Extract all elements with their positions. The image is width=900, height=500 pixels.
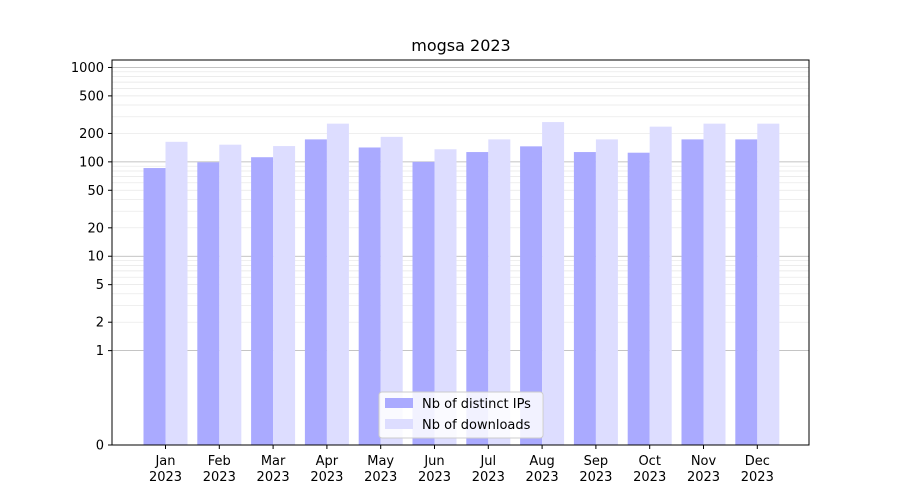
x-tick-label-month: May xyxy=(367,454,394,469)
bar-distinct-ips-aug xyxy=(520,146,543,445)
x-tick-label-year: 2023 xyxy=(579,470,612,485)
y-tick-label: 10 xyxy=(87,250,104,265)
x-tick-label-year: 2023 xyxy=(310,470,343,485)
x-tick-label-year: 2023 xyxy=(257,470,290,485)
x-tick-label-year: 2023 xyxy=(418,470,451,485)
x-tick-label-month: Jan xyxy=(154,454,175,469)
bar-distinct-ips-dec xyxy=(735,139,758,445)
bar-downloads-may xyxy=(380,136,403,445)
bar-distinct-ips-nov xyxy=(681,139,704,445)
y-tick-label: 500 xyxy=(79,89,104,104)
x-tick-label-month: Feb xyxy=(208,454,231,469)
x-tick-label-month: Jul xyxy=(479,454,496,469)
x-tick-label-year: 2023 xyxy=(472,470,505,485)
x-tick-label-year: 2023 xyxy=(741,470,774,485)
legend-label: Nb of downloads xyxy=(422,418,531,433)
x-tick-label-month: Dec xyxy=(745,454,770,469)
y-tick-label: 50 xyxy=(87,184,104,199)
bar-downloads-jun xyxy=(434,149,457,445)
legend-box xyxy=(378,391,544,439)
y-tick-label: 1 xyxy=(96,344,104,359)
bar-downloads-oct xyxy=(649,126,672,446)
bar-downloads-feb xyxy=(219,144,242,445)
bar-distinct-ips-oct xyxy=(627,152,650,445)
bar-downloads-mar xyxy=(273,146,296,446)
x-tick-label-month: Apr xyxy=(316,454,339,469)
legend: Nb of distinct IPs Nb of downloads xyxy=(378,391,544,439)
y-tick-label: 2 xyxy=(96,316,104,331)
plot-frame xyxy=(111,59,810,446)
y-tick-label: 5 xyxy=(96,278,104,293)
legend-swatch xyxy=(385,419,413,429)
bar-distinct-ips-apr xyxy=(304,139,327,445)
y-tick-label: 1000 xyxy=(71,61,104,76)
x-tick-label-month: Jun xyxy=(423,454,444,469)
x-tick-label-year: 2023 xyxy=(633,470,666,485)
x-tick-label-year: 2023 xyxy=(203,470,236,485)
y-tick-label: 0 xyxy=(96,439,104,454)
bar-distinct-ips-jan xyxy=(143,168,166,445)
y-tick-label: 200 xyxy=(79,127,104,142)
bar-distinct-ips-mar xyxy=(251,157,274,446)
bar-downloads-dec xyxy=(757,123,780,445)
bar-distinct-ips-sep xyxy=(573,152,596,445)
legend-swatch xyxy=(385,398,413,408)
bar-downloads-sep xyxy=(595,139,618,445)
x-tick-label-month: Nov xyxy=(691,454,717,469)
x-tick-label-month: Oct xyxy=(638,454,660,469)
bar-downloads-jan xyxy=(165,141,188,446)
x-axis: Jan2023Feb2023Mar2023Apr2023May2023Jun20… xyxy=(149,445,774,485)
bar-downloads-apr xyxy=(326,123,349,445)
bar-distinct-ips-may xyxy=(358,147,381,445)
bar-downloads-jul xyxy=(488,139,511,445)
y-tick-label: 100 xyxy=(79,155,104,170)
legend-label: Nb of distinct IPs xyxy=(422,397,531,412)
bar-distinct-ips-jul xyxy=(466,152,489,445)
y-tick-label: 20 xyxy=(87,221,104,236)
bar-downloads-aug xyxy=(542,122,565,445)
x-tick-label-month: Mar xyxy=(261,454,286,469)
x-tick-label-month: Sep xyxy=(584,454,609,469)
chart-title: mogsa 2023 xyxy=(411,36,510,55)
x-tick-label-month: Aug xyxy=(529,454,554,469)
y-axis: 0 1 2 5 10 20 50 100 200 500 1000 xyxy=(71,61,112,454)
bar-distinct-ips-jun xyxy=(412,161,435,445)
bars xyxy=(143,122,780,446)
bar-distinct-ips-feb xyxy=(197,162,220,445)
x-tick-label-year: 2023 xyxy=(149,470,182,485)
bar-downloads-nov xyxy=(703,123,726,445)
x-tick-label-year: 2023 xyxy=(526,470,559,485)
x-tick-label-year: 2023 xyxy=(364,470,397,485)
x-tick-label-year: 2023 xyxy=(687,470,720,485)
